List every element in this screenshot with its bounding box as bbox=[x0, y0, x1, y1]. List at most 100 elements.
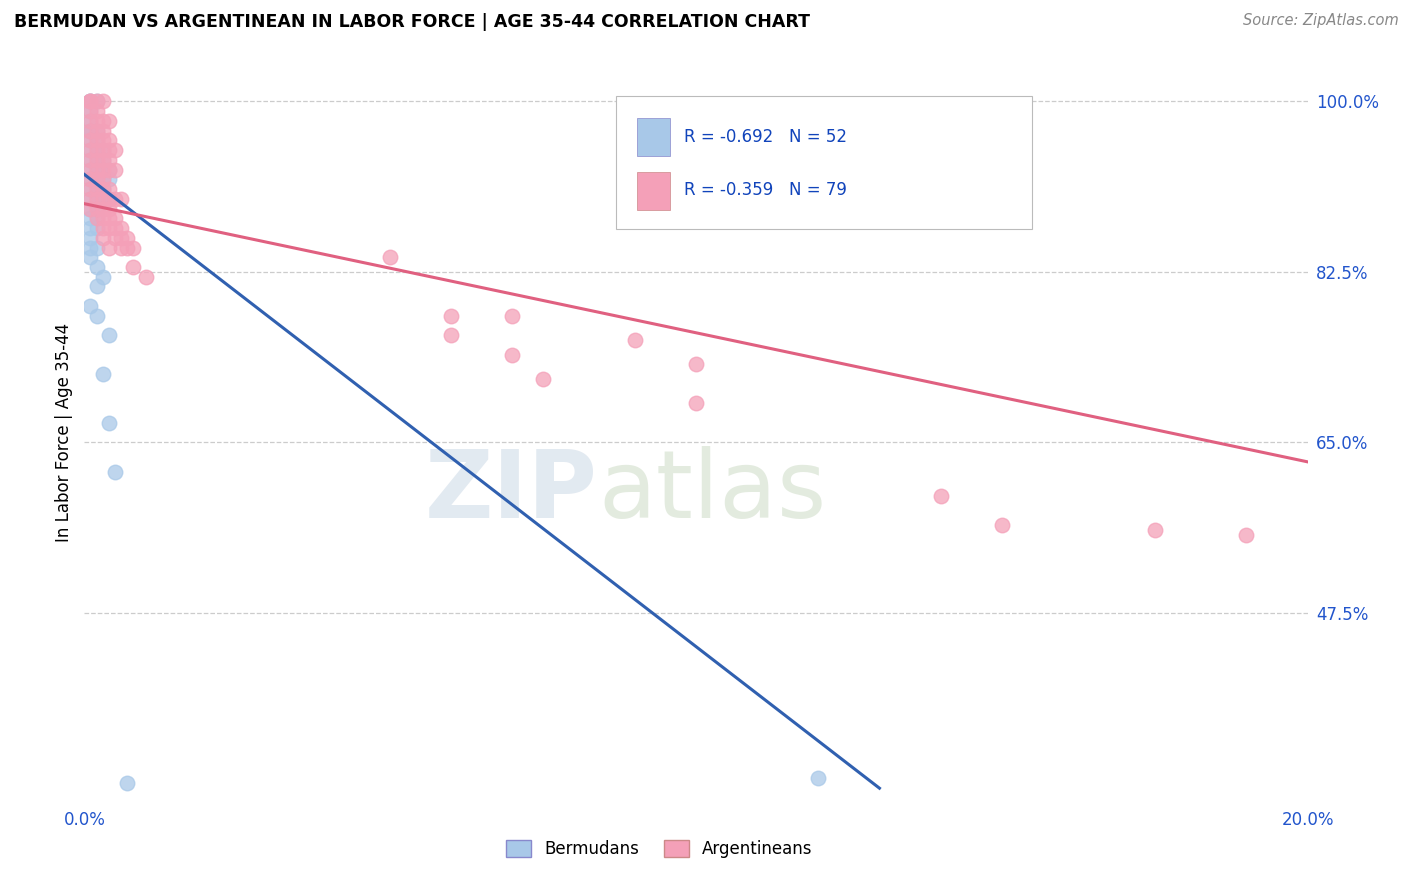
Point bbox=[1143, 523, 1166, 537]
FancyBboxPatch shape bbox=[637, 172, 669, 211]
Point bbox=[79, 114, 101, 128]
Point bbox=[86, 211, 108, 226]
Point bbox=[91, 162, 114, 177]
Point bbox=[79, 95, 101, 109]
Text: R = -0.692   N = 52: R = -0.692 N = 52 bbox=[685, 128, 848, 146]
Point bbox=[440, 328, 463, 343]
Point bbox=[110, 231, 132, 245]
Point bbox=[104, 465, 127, 479]
Legend: Bermudans, Argentineans: Bermudans, Argentineans bbox=[499, 833, 820, 865]
Point bbox=[79, 162, 101, 177]
Point bbox=[79, 172, 101, 186]
Point bbox=[86, 240, 108, 255]
Point bbox=[91, 143, 114, 157]
Text: ZIP: ZIP bbox=[425, 446, 598, 538]
Point bbox=[97, 114, 120, 128]
Point bbox=[79, 202, 101, 216]
Point bbox=[110, 221, 132, 235]
Point bbox=[807, 772, 830, 786]
Point bbox=[104, 211, 127, 226]
Point bbox=[624, 333, 647, 347]
Point bbox=[380, 250, 402, 264]
Point bbox=[79, 182, 101, 196]
Point bbox=[86, 133, 108, 147]
Point bbox=[97, 172, 120, 186]
Point bbox=[86, 309, 108, 323]
Point bbox=[79, 143, 101, 157]
Point bbox=[91, 133, 114, 147]
Point bbox=[91, 182, 114, 196]
Point bbox=[79, 202, 101, 216]
Point bbox=[79, 182, 101, 196]
Point bbox=[79, 114, 101, 128]
Point bbox=[91, 172, 114, 186]
Point bbox=[91, 367, 114, 381]
Point bbox=[79, 95, 101, 109]
Point bbox=[79, 299, 101, 313]
Point bbox=[86, 123, 108, 137]
Point bbox=[79, 162, 101, 177]
Point bbox=[104, 221, 127, 235]
Text: R = -0.359   N = 79: R = -0.359 N = 79 bbox=[685, 181, 848, 199]
Point bbox=[91, 143, 114, 157]
Y-axis label: In Labor Force | Age 35-44: In Labor Force | Age 35-44 bbox=[55, 323, 73, 542]
Point bbox=[86, 143, 108, 157]
Point bbox=[97, 143, 120, 157]
Point bbox=[104, 192, 127, 206]
Point bbox=[929, 489, 952, 503]
Point bbox=[86, 202, 108, 216]
Point bbox=[122, 240, 145, 255]
Point bbox=[104, 143, 127, 157]
Point bbox=[91, 192, 114, 206]
Point bbox=[86, 162, 108, 177]
Point bbox=[79, 192, 101, 206]
Point bbox=[440, 309, 463, 323]
Point bbox=[86, 192, 108, 206]
Point bbox=[502, 309, 524, 323]
Point bbox=[91, 202, 114, 216]
Point bbox=[79, 221, 101, 235]
Point bbox=[110, 192, 132, 206]
Point bbox=[135, 269, 157, 284]
Point bbox=[86, 162, 108, 177]
Point bbox=[97, 240, 120, 255]
Point bbox=[122, 260, 145, 274]
Point bbox=[97, 328, 120, 343]
Point bbox=[79, 123, 101, 137]
Point bbox=[1236, 528, 1258, 542]
Point bbox=[97, 133, 120, 147]
Point bbox=[991, 518, 1014, 533]
Text: Source: ZipAtlas.com: Source: ZipAtlas.com bbox=[1243, 13, 1399, 29]
Point bbox=[86, 202, 108, 216]
FancyBboxPatch shape bbox=[616, 95, 1032, 229]
Point bbox=[91, 211, 114, 226]
Point bbox=[79, 211, 101, 226]
Point bbox=[97, 192, 120, 206]
Point bbox=[685, 358, 707, 372]
Point bbox=[97, 192, 120, 206]
Point bbox=[115, 776, 138, 790]
Point bbox=[91, 269, 114, 284]
Point bbox=[79, 104, 101, 119]
Point bbox=[91, 162, 114, 177]
Point bbox=[97, 153, 120, 167]
Point bbox=[86, 182, 108, 196]
Point bbox=[91, 114, 114, 128]
Point bbox=[86, 260, 108, 274]
Point bbox=[86, 192, 108, 206]
Point bbox=[86, 153, 108, 167]
Point bbox=[79, 133, 101, 147]
Point bbox=[79, 172, 101, 186]
Point bbox=[97, 221, 120, 235]
Point bbox=[97, 182, 120, 196]
Text: atlas: atlas bbox=[598, 446, 827, 538]
Point bbox=[97, 202, 120, 216]
Point bbox=[97, 162, 120, 177]
Point bbox=[91, 123, 114, 137]
Point bbox=[685, 396, 707, 410]
Point bbox=[104, 162, 127, 177]
Point bbox=[531, 372, 554, 386]
Point bbox=[104, 231, 127, 245]
Point bbox=[86, 172, 108, 186]
Point bbox=[91, 192, 114, 206]
